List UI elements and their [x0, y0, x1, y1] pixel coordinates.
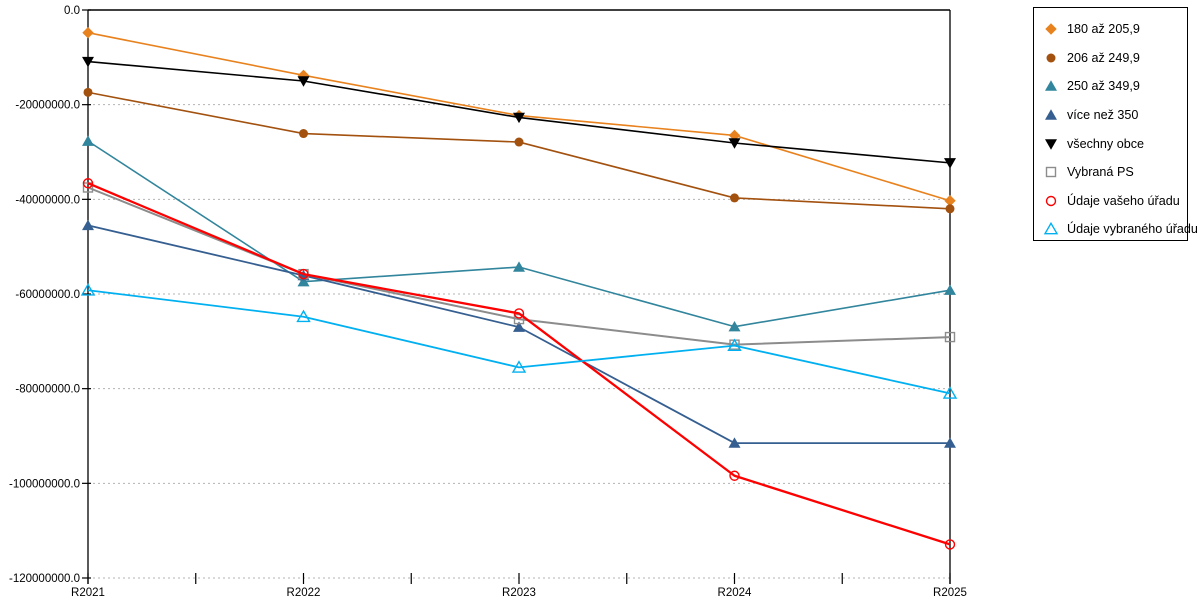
diamond-marker-icon: [1045, 23, 1057, 35]
data-point-marker: [728, 129, 741, 142]
y-tick-label: -120000000.0: [9, 573, 80, 585]
legend-item-5: všechny obce: [1043, 129, 1187, 158]
legend-label: 250 až 349,9: [1067, 79, 1140, 94]
data-point-marker: [727, 338, 742, 351]
legend-label: více než 350: [1067, 108, 1139, 123]
series-line: [87, 289, 951, 395]
legend-label: Údaje vašeho úřadu: [1067, 193, 1180, 208]
series-line: [87, 186, 951, 346]
x-tick-label: R2024: [718, 587, 752, 599]
data-point-marker: [513, 261, 525, 272]
square-marker-icon: [1045, 167, 1057, 178]
legend-marker-glyph: [1045, 80, 1057, 92]
circle-marker-icon: [1045, 195, 1057, 207]
legend-marker-glyph: [1045, 138, 1057, 150]
legend-item-3: 250 až 349,9: [1043, 72, 1187, 101]
y-tick-label: -100000000.0: [9, 478, 80, 490]
y-tick-label: -20000000.0: [15, 100, 80, 112]
data-point-marker: [728, 437, 741, 448]
data-point-marker: [511, 360, 527, 373]
y-tick-label: 0.0: [64, 5, 80, 17]
series-8: [80, 283, 958, 399]
data-point-marker: [729, 470, 740, 481]
series-line: [87, 182, 951, 546]
series-4: [82, 219, 956, 448]
data-point-marker: [728, 138, 741, 149]
series-7: [82, 178, 956, 550]
x-tick-label: R2021: [71, 587, 105, 599]
data-point-marker: [82, 56, 94, 68]
legend-item-4: více než 350: [1043, 101, 1187, 130]
legend-item-1: 180 až 205,9: [1043, 15, 1187, 44]
y-tick-label: -60000000.0: [15, 289, 80, 301]
data-point-marker: [296, 309, 311, 323]
chart-legend: 180 až 205,9 206 až 249,9 250 až 349,9 více…: [1033, 7, 1198, 244]
data-point-marker: [944, 437, 956, 448]
series-line: [87, 224, 950, 445]
data-point-marker: [513, 112, 525, 124]
y-tick-label: -40000000.0: [15, 194, 80, 206]
data-point-marker: [82, 27, 94, 39]
data-point-marker: [944, 195, 956, 207]
y-tick-label: -80000000.0: [15, 384, 80, 396]
x-tick-label: R2022: [287, 587, 321, 599]
legend-item-7: Údaje vašeho úřadu: [1043, 187, 1187, 216]
x-tick-label: R2023: [502, 587, 536, 599]
triangle-down-marker-icon: [1045, 138, 1057, 150]
legend-item-6: Vybraná PS: [1043, 158, 1187, 187]
legend-label: 206 až 249,9: [1067, 50, 1140, 65]
data-point-marker: [82, 182, 94, 193]
data-point-marker: [82, 219, 94, 231]
series-5: [82, 56, 956, 169]
data-point-marker: [82, 135, 94, 146]
triangle-up-marker-icon: [1045, 109, 1057, 120]
legend-label: všechny obce: [1067, 136, 1145, 151]
data-point-marker: [942, 386, 958, 399]
data-point-marker: [297, 76, 310, 87]
series-3: [82, 135, 956, 332]
data-point-marker: [299, 129, 308, 139]
legend-marker-glyph: [1045, 195, 1057, 207]
legend-item-8: Údaje vybraného úřadu: [1043, 215, 1198, 244]
legend-marker-glyph: [1046, 53, 1056, 63]
triangle-up-marker-icon: [1045, 80, 1057, 92]
x-tick-label: R2025: [933, 587, 967, 599]
triangle-up-marker-icon: [1043, 222, 1059, 235]
series-line: [87, 140, 951, 328]
data-point-marker: [298, 268, 309, 280]
legend-marker-glyph: [1045, 23, 1057, 35]
legend-label: Údaje vybraného úřadu: [1067, 222, 1198, 237]
data-point-marker: [945, 204, 955, 214]
legend-label: Vybraná PS: [1067, 165, 1134, 180]
data-point-marker: [944, 539, 956, 550]
legend-item-2: 206 až 249,9: [1043, 44, 1187, 73]
data-point-marker: [513, 321, 525, 332]
data-point-marker: [82, 178, 94, 189]
data-point-marker: [513, 308, 525, 319]
data-point-marker: [728, 320, 741, 332]
data-point-marker: [944, 331, 956, 343]
legend-marker-glyph: [1045, 109, 1057, 120]
axes: 0.0 -20000000.0 -40000000.0 -60000000.0 -800…: [9, 5, 967, 599]
legend-marker-glyph: [1045, 167, 1057, 178]
legend-label: 180 až 205,9: [1067, 22, 1140, 37]
data-point-marker: [514, 137, 524, 147]
data-point-marker: [297, 275, 310, 287]
circle-marker-icon: [1046, 53, 1056, 63]
data-point-marker: [730, 193, 739, 203]
legend-marker-glyph: [1043, 222, 1059, 235]
data-point-marker: [944, 284, 956, 295]
series-2: [83, 87, 955, 214]
data-point-marker: [83, 87, 93, 97]
data-point-marker: [944, 158, 956, 169]
data-point-marker: [80, 283, 96, 296]
